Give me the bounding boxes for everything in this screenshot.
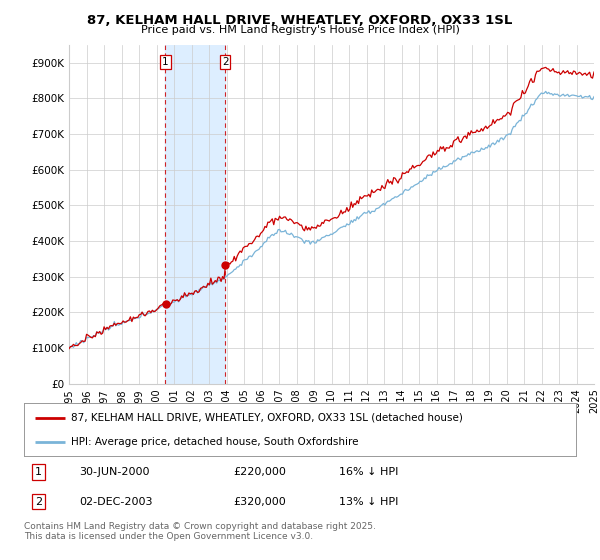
Bar bbox=[165, 45, 225, 384]
Text: Contains HM Land Registry data © Crown copyright and database right 2025.
This d: Contains HM Land Registry data © Crown c… bbox=[24, 522, 376, 542]
Text: 2: 2 bbox=[35, 497, 42, 507]
Text: 1: 1 bbox=[35, 467, 42, 477]
Text: 87, KELHAM HALL DRIVE, WHEATLEY, OXFORD, OX33 1SL (detached house): 87, KELHAM HALL DRIVE, WHEATLEY, OXFORD,… bbox=[71, 413, 463, 423]
Text: 16% ↓ HPI: 16% ↓ HPI bbox=[338, 467, 398, 477]
Text: £320,000: £320,000 bbox=[234, 497, 287, 507]
Text: £220,000: £220,000 bbox=[234, 467, 287, 477]
Text: 02-DEC-2003: 02-DEC-2003 bbox=[79, 497, 152, 507]
Text: 1: 1 bbox=[162, 57, 169, 67]
Text: 30-JUN-2000: 30-JUN-2000 bbox=[79, 467, 150, 477]
Text: Price paid vs. HM Land Registry's House Price Index (HPI): Price paid vs. HM Land Registry's House … bbox=[140, 25, 460, 35]
Text: 87, KELHAM HALL DRIVE, WHEATLEY, OXFORD, OX33 1SL: 87, KELHAM HALL DRIVE, WHEATLEY, OXFORD,… bbox=[88, 14, 512, 27]
Text: 13% ↓ HPI: 13% ↓ HPI bbox=[338, 497, 398, 507]
Text: 2: 2 bbox=[222, 57, 229, 67]
Text: HPI: Average price, detached house, South Oxfordshire: HPI: Average price, detached house, Sout… bbox=[71, 437, 358, 447]
